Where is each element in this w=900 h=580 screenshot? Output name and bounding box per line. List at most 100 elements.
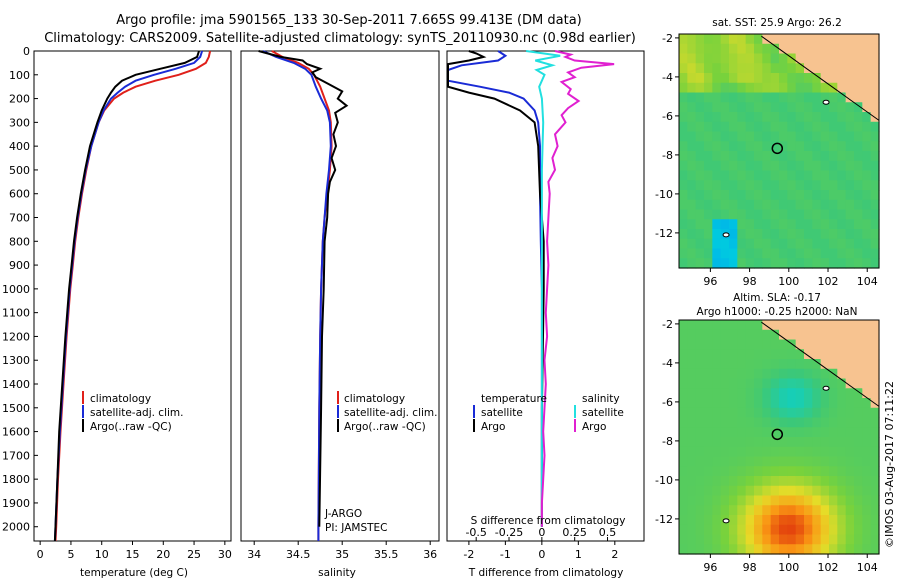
- m1-data-cell: [729, 209, 738, 220]
- m2-data-cell: [695, 505, 705, 516]
- m2-data-cell: [720, 544, 730, 555]
- m2-lat-tick-label: -12: [655, 513, 673, 526]
- m2-data-cell: [695, 427, 705, 438]
- m2-data-cell: [729, 544, 738, 555]
- m1-data-cell: [770, 82, 780, 94]
- m1-data-cell: [795, 160, 805, 172]
- t-difference-x-tick-label: 2: [611, 548, 618, 561]
- m1-data-cell: [695, 92, 705, 103]
- m2-lat-tick-label: -10: [655, 474, 673, 487]
- m1-data-cell: [729, 248, 738, 259]
- m1-data-cell: [804, 238, 813, 250]
- m2-data-cell: [787, 437, 797, 448]
- m1-data-cell: [712, 82, 722, 94]
- m1-data-cell: [779, 190, 788, 201]
- depth-y-tick-label: 1400: [2, 378, 30, 391]
- m1-data-cell: [754, 131, 763, 142]
- m2-land-cell: [829, 339, 838, 350]
- m1-data-cell: [695, 151, 705, 162]
- m2-data-cell: [729, 378, 738, 389]
- m1-data-cell: [795, 141, 805, 152]
- m2-data-cell: [779, 437, 788, 448]
- m1-data-cell: [779, 121, 788, 133]
- m1-data-cell: [712, 248, 722, 259]
- m2-land-cell: [795, 329, 805, 341]
- m2-data-cell: [787, 544, 797, 555]
- m2-data-cell: [837, 407, 847, 419]
- m2-data-cell: [762, 466, 772, 477]
- m2-data-cell: [795, 446, 805, 458]
- m1-data-cell: [854, 160, 863, 172]
- m2-data-cell: [870, 417, 880, 428]
- m2-data-cell: [787, 515, 797, 526]
- m2-data-cell: [787, 456, 797, 467]
- m1-data-cell: [729, 229, 738, 240]
- m1-data-cell: [787, 180, 797, 191]
- m2-data-cell: [795, 466, 805, 477]
- m1-data-cell: [720, 238, 730, 250]
- m1-data-cell: [695, 199, 705, 211]
- m1-data-cell: [779, 170, 788, 181]
- m1-data-cell: [870, 219, 880, 230]
- m1-data-cell: [837, 238, 847, 250]
- m1-data-cell: [729, 112, 738, 123]
- m1-data-cell: [795, 180, 805, 191]
- m2-data-cell: [679, 417, 688, 428]
- m2-data-cell: [779, 368, 788, 380]
- m1-data-cell: [687, 151, 697, 162]
- m2-data-cell: [754, 368, 763, 380]
- legend-t-argo-label: Argo: [481, 421, 505, 433]
- m1-data-cell: [729, 43, 738, 55]
- m2-land-cell: [845, 368, 855, 380]
- m1-data-cell: [845, 131, 855, 142]
- m1-data-cell: [687, 229, 697, 240]
- sla-map-frame: [678, 319, 880, 555]
- m1-land-cell: [845, 53, 855, 64]
- sst-map-frame: [678, 33, 880, 269]
- m2-data-cell: [770, 349, 780, 360]
- m1-data-cell: [870, 199, 880, 211]
- m2-data-cell: [812, 417, 822, 428]
- m2-data-cell: [762, 437, 772, 448]
- m1-data-cell: [754, 229, 763, 240]
- m2-data-cell: [687, 388, 697, 399]
- m1-data-cell: [704, 34, 713, 45]
- m2-data-cell: [754, 476, 763, 487]
- m1-data-cell: [862, 131, 872, 142]
- m2-data-cell: [795, 417, 805, 428]
- m2-data-cell: [795, 476, 805, 487]
- m1-data-cell: [720, 258, 730, 269]
- m2-land-cell: [812, 329, 822, 341]
- m1-data-cell: [770, 248, 780, 259]
- m1-land-cell: [870, 63, 880, 74]
- m1-data-cell: [870, 229, 880, 240]
- m2-island: [722, 518, 730, 524]
- m1-land-cell: [829, 53, 838, 64]
- temperature-x-tick-label: 25: [187, 548, 201, 561]
- m1-data-cell: [795, 248, 805, 259]
- m2-data-cell: [812, 534, 822, 545]
- m2-data-cell: [704, 417, 713, 428]
- m1-data-cell: [862, 190, 872, 201]
- m1-data-cell: [687, 121, 697, 133]
- m2-data-cell: [804, 495, 813, 506]
- m2-land-cell: [812, 349, 822, 360]
- m1-data-cell: [812, 219, 822, 230]
- depth-y-tick-label: 1100: [2, 307, 30, 320]
- m1-data-cell: [804, 131, 813, 142]
- m1-data-cell: [845, 141, 855, 152]
- m2-data-cell: [837, 485, 847, 497]
- depth-y-tick-label: 1600: [2, 426, 30, 439]
- m1-data-cell: [729, 219, 738, 230]
- m2-data-cell: [737, 485, 747, 497]
- m2-data-cell: [820, 505, 830, 516]
- m2-data-cell: [679, 524, 688, 536]
- m2-island: [822, 385, 830, 391]
- m2-data-cell: [695, 515, 705, 526]
- m2-data-cell: [712, 320, 722, 331]
- m1-data-cell: [795, 92, 805, 103]
- m2-land-cell: [870, 359, 880, 370]
- m1-data-cell: [845, 112, 855, 123]
- m1-lat-tick-label: -6: [662, 110, 673, 123]
- differences-series-s-argo: [540, 50, 615, 527]
